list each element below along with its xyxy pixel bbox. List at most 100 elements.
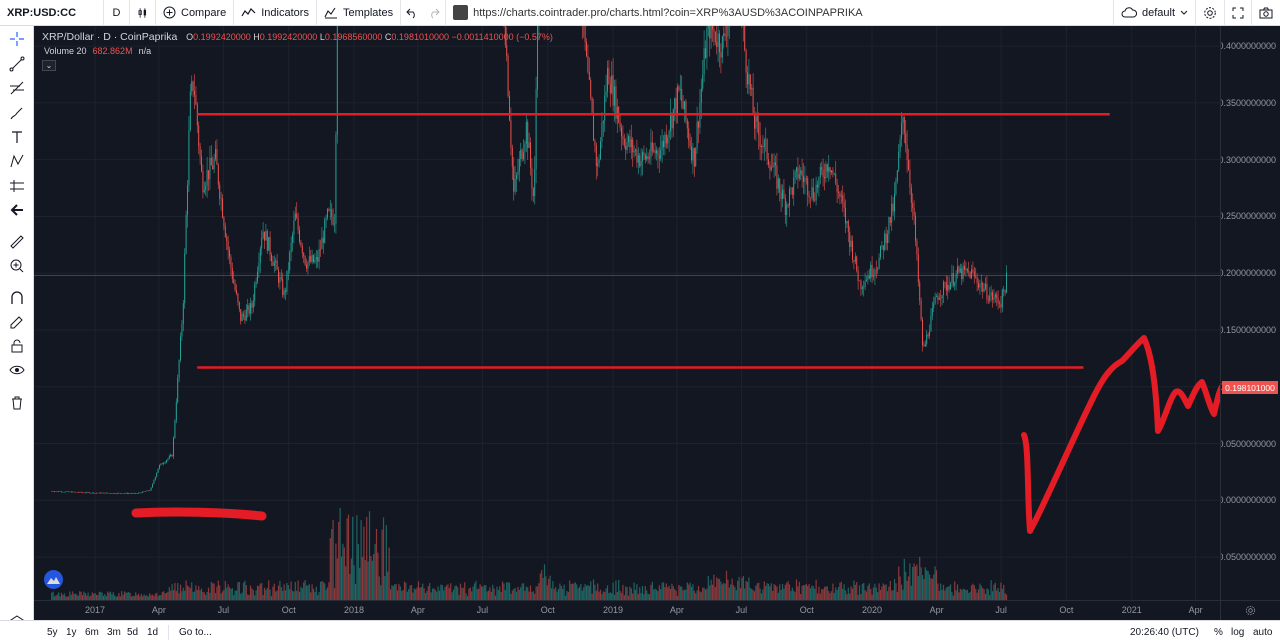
volume-bar <box>493 588 495 600</box>
volume-bar <box>612 582 614 600</box>
crosshair-tool[interactable] <box>7 29 27 49</box>
undo-button[interactable] <box>401 0 423 26</box>
range-1y-button[interactable]: 1y <box>66 627 77 638</box>
range-1d-button[interactable]: 1d <box>147 627 159 638</box>
goto-date-button[interactable]: Go to... <box>179 627 212 638</box>
candle-body <box>594 140 596 146</box>
time-axis[interactable]: 2017 Apr Jul Oct 2018 Apr Jul Oct 2019 Apr Jul Oct 2… <box>34 600 1220 620</box>
visibility-tool[interactable] <box>7 360 27 380</box>
price-chart[interactable] <box>34 26 1220 600</box>
redo-button[interactable] <box>423 0 447 26</box>
settings-button[interactable] <box>1196 0 1225 26</box>
axis-settings-button[interactable] <box>1220 600 1280 620</box>
utc-clock[interactable]: 20:26:40 (UTC) <box>1130 627 1199 638</box>
volume-bar <box>213 583 215 600</box>
chart-pane[interactable] <box>34 26 1220 600</box>
candle-body <box>517 171 519 176</box>
candle-body <box>317 257 319 262</box>
pattern-tool[interactable] <box>7 151 27 171</box>
candle-body <box>821 167 823 170</box>
volume-bar <box>660 589 662 600</box>
volume-bar <box>837 586 840 600</box>
measure-tool[interactable] <box>7 232 27 252</box>
legend-collapse-button[interactable]: ⌄ <box>42 60 56 71</box>
delete-tool[interactable] <box>7 393 27 413</box>
interval-button[interactable]: D <box>104 0 130 26</box>
candle-body <box>881 245 883 247</box>
volume-bar <box>704 589 707 600</box>
volume-bar <box>105 596 107 600</box>
candle-body <box>623 138 625 146</box>
volume-bar <box>378 576 380 600</box>
candle-body <box>763 140 765 148</box>
symbol-search[interactable]: XRP:USD:CC <box>0 0 104 26</box>
volume-bar <box>914 566 917 600</box>
candle-body <box>294 213 296 221</box>
candle-body <box>980 283 982 285</box>
candle-body <box>780 192 782 200</box>
zoom-tool[interactable] <box>7 256 27 276</box>
volume-bar <box>114 595 116 600</box>
layout-dropdown[interactable]: default <box>1112 0 1196 26</box>
fullscreen-button[interactable] <box>1225 0 1252 26</box>
screenshot-button[interactable] <box>1252 0 1280 26</box>
log-scale-toggle[interactable]: log <box>1231 627 1245 638</box>
volume-bar <box>889 580 891 600</box>
candle-body <box>976 276 978 283</box>
text-tool[interactable] <box>7 127 27 147</box>
indicators-button[interactable]: Indicators <box>234 0 317 26</box>
candle-body <box>815 184 817 201</box>
volume-bar <box>987 589 989 600</box>
volume-bar <box>284 590 287 600</box>
volume-bar <box>497 590 499 600</box>
volume-bar <box>861 583 863 600</box>
candle-body <box>657 150 659 156</box>
volume-bar <box>375 528 378 600</box>
candle-body <box>509 95 511 121</box>
chart-type-button[interactable] <box>130 0 156 26</box>
range-6m-button[interactable]: 6m <box>85 627 99 638</box>
volume-bar <box>311 584 313 600</box>
volume-bar <box>753 591 756 600</box>
range-5y-button[interactable]: 5y <box>47 627 58 638</box>
volume-bar <box>157 596 159 600</box>
candle-body <box>719 33 721 53</box>
volume-bar <box>102 595 105 600</box>
candle-body <box>203 189 205 193</box>
candle-body <box>817 184 819 188</box>
fib-tool[interactable] <box>7 78 27 98</box>
volume-bar <box>122 594 124 600</box>
trend-line-tool[interactable] <box>7 54 27 74</box>
candle-body <box>513 166 515 192</box>
candle-body <box>842 195 844 202</box>
compare-button[interactable]: Compare <box>156 0 235 26</box>
volume-bar <box>599 589 602 600</box>
percent-scale-toggle[interactable]: % <box>1214 627 1223 638</box>
zoom-icon <box>10 259 24 273</box>
range-5d-button[interactable]: 5d <box>127 627 139 638</box>
prediction-tool[interactable] <box>7 176 27 196</box>
cointrader-logo-icon[interactable] <box>44 570 63 589</box>
candle-body <box>752 87 754 115</box>
magnet-tool[interactable] <box>7 288 27 308</box>
candle-body <box>52 491 54 492</box>
lock-tool[interactable] <box>7 336 27 356</box>
volume-bar <box>735 590 737 600</box>
freehand-prediction-drawing <box>1021 335 1220 534</box>
candle-body <box>320 248 322 250</box>
volume-bar <box>828 591 830 600</box>
candle-body <box>723 33 725 37</box>
chart-url[interactable]: https://charts.cointrader.pro/charts.htm… <box>446 0 1113 26</box>
volume-legend[interactable]: Volume 20 682.862M n/a <box>44 46 151 56</box>
price-axis[interactable]: 0.80000000000.75000000000.70000000000.65… <box>1220 26 1280 600</box>
range-3m-button[interactable]: 3m <box>107 627 121 638</box>
volume-bar <box>836 590 838 600</box>
brush-tool[interactable] <box>7 103 27 123</box>
volume-bar <box>249 585 252 600</box>
candle-body <box>919 282 921 301</box>
templates-button[interactable]: Templates <box>317 0 402 26</box>
auto-scale-toggle[interactable]: auto <box>1253 627 1273 638</box>
back-tool[interactable] <box>7 200 27 220</box>
candle-body <box>241 314 243 322</box>
lock-drawings-tool[interactable] <box>7 312 27 332</box>
